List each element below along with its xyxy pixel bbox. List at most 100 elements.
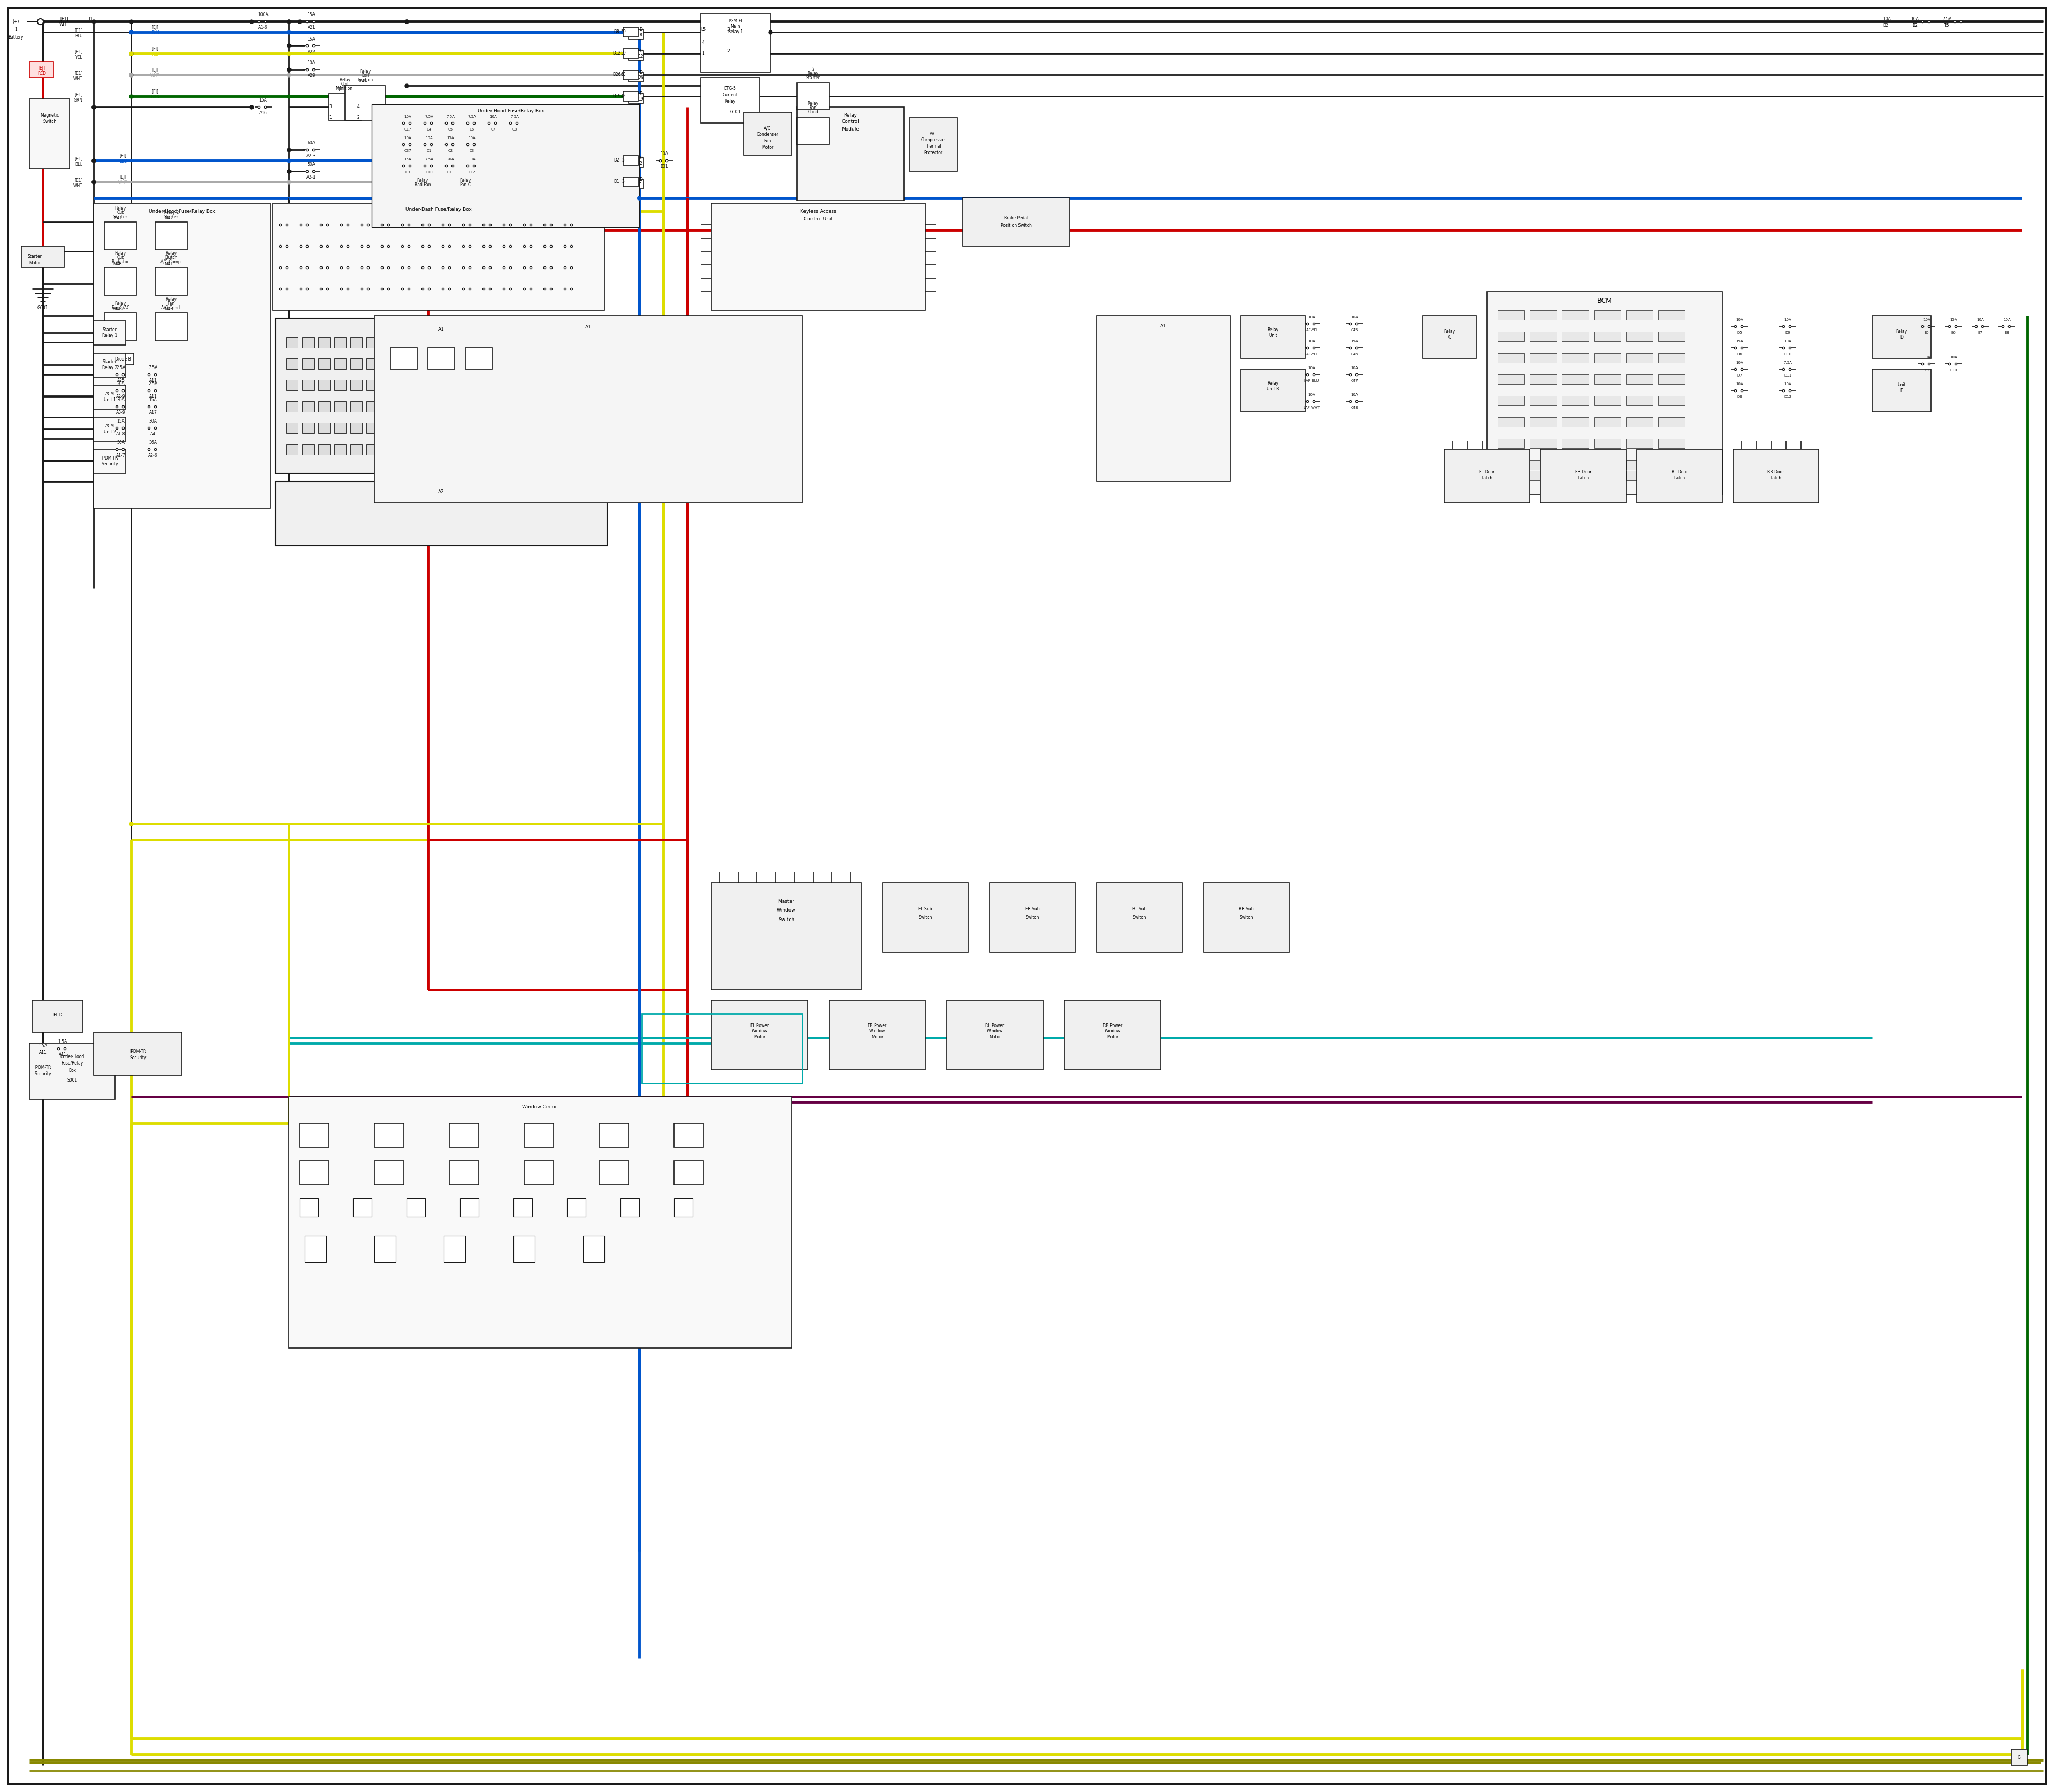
Text: Under-Hood Fuse/Relay Box: Under-Hood Fuse/Relay Box — [148, 210, 216, 213]
Bar — [511, 358, 522, 369]
Bar — [366, 358, 378, 369]
Bar — [1871, 315, 1931, 358]
Text: Relay: Relay — [417, 177, 427, 183]
Text: C2: C2 — [448, 149, 452, 152]
Bar — [1530, 353, 1557, 362]
Text: D8: D8 — [614, 30, 620, 34]
Text: A1: A1 — [585, 324, 592, 330]
Bar — [300, 1199, 318, 1217]
Bar — [382, 358, 394, 369]
Text: Position Switch: Position Switch — [1000, 222, 1031, 228]
Text: WHT: WHT — [119, 181, 127, 185]
Text: M4C: M4C — [113, 306, 121, 312]
Text: 26: 26 — [639, 75, 643, 81]
Bar — [94, 450, 125, 473]
Bar — [1627, 439, 1653, 448]
Text: D: D — [639, 48, 643, 54]
Text: A2: A2 — [438, 489, 444, 495]
Bar — [528, 358, 538, 369]
Text: M42: M42 — [164, 215, 173, 220]
Text: E9: E9 — [1925, 369, 1929, 371]
Bar — [450, 190, 481, 217]
Text: GRN: GRN — [150, 95, 160, 100]
Text: Keyless Access: Keyless Access — [801, 210, 836, 213]
Text: G: G — [2017, 1754, 2021, 1760]
Text: 36A: 36A — [150, 441, 156, 446]
Text: 7.5A: 7.5A — [425, 158, 433, 161]
Bar — [415, 401, 427, 412]
Bar — [797, 82, 830, 109]
Text: RR Power
Window
Motor: RR Power Window Motor — [1103, 1023, 1121, 1039]
Bar — [318, 380, 331, 391]
Bar — [374, 315, 803, 504]
Bar — [302, 380, 314, 391]
Text: D: D — [639, 27, 643, 32]
Text: C1: C1 — [427, 149, 431, 152]
Bar — [382, 444, 394, 455]
Text: A29: A29 — [308, 73, 314, 79]
Bar — [398, 337, 411, 348]
Text: M44: M44 — [357, 79, 368, 84]
Text: A2-3: A2-3 — [306, 154, 316, 159]
Text: Security: Security — [129, 1055, 146, 1061]
Text: LAF-BLU: LAF-BLU — [1304, 380, 1319, 382]
Bar — [1497, 471, 1524, 480]
Text: 3: 3 — [622, 179, 624, 185]
Text: Cut: Cut — [117, 210, 123, 215]
Text: BLU: BLU — [119, 159, 127, 163]
Text: 100A: 100A — [259, 13, 269, 18]
Bar — [1627, 353, 1653, 362]
Bar — [446, 358, 458, 369]
Text: A11: A11 — [39, 1050, 47, 1055]
Bar — [883, 883, 967, 952]
Text: L5: L5 — [700, 27, 707, 32]
Text: [EJ]: [EJ] — [119, 154, 127, 159]
Bar — [511, 380, 522, 391]
Bar — [1561, 375, 1588, 383]
Text: B31: B31 — [661, 165, 668, 168]
Text: 10A: 10A — [1785, 319, 1791, 321]
Bar — [514, 1236, 534, 1262]
Text: Module: Module — [842, 127, 859, 131]
Bar — [446, 444, 458, 455]
Bar — [374, 1161, 405, 1185]
Text: 30A: 30A — [117, 441, 125, 446]
Text: 60A: 60A — [308, 142, 316, 145]
Text: 10A: 10A — [1352, 366, 1358, 369]
Bar — [542, 358, 555, 369]
Text: Starter: Starter — [113, 215, 127, 219]
Text: D11: D11 — [1783, 375, 1791, 376]
Text: C17: C17 — [405, 127, 411, 131]
Bar — [1530, 332, 1557, 340]
Bar — [33, 1000, 82, 1032]
Text: 59: 59 — [620, 30, 626, 34]
Bar — [94, 353, 125, 376]
Text: 10A: 10A — [405, 136, 411, 140]
Bar — [1594, 439, 1621, 448]
Text: 1: 1 — [329, 115, 331, 120]
Text: Relay: Relay — [807, 72, 820, 75]
Text: LAF-YEL: LAF-YEL — [1304, 353, 1319, 357]
Bar — [94, 321, 125, 346]
Bar — [372, 104, 639, 228]
Text: IPDM-TR: IPDM-TR — [129, 1048, 146, 1054]
Text: 42: 42 — [620, 93, 626, 99]
Bar — [1627, 310, 1653, 321]
Bar — [1594, 471, 1621, 480]
Text: A4: A4 — [150, 432, 156, 437]
Bar — [528, 380, 538, 391]
Bar — [275, 482, 608, 545]
Bar — [415, 358, 427, 369]
Bar — [318, 444, 331, 455]
Text: A21: A21 — [308, 25, 314, 30]
Text: Relay: Relay — [115, 206, 125, 210]
Text: BCM: BCM — [1598, 297, 1612, 305]
Text: 10A: 10A — [468, 136, 474, 140]
Bar — [674, 1124, 702, 1147]
Text: M4B: M4B — [113, 262, 121, 267]
Bar — [1497, 461, 1524, 470]
Bar — [446, 423, 458, 434]
Bar — [1497, 418, 1524, 426]
Text: D: D — [639, 70, 643, 75]
Bar — [711, 202, 926, 310]
